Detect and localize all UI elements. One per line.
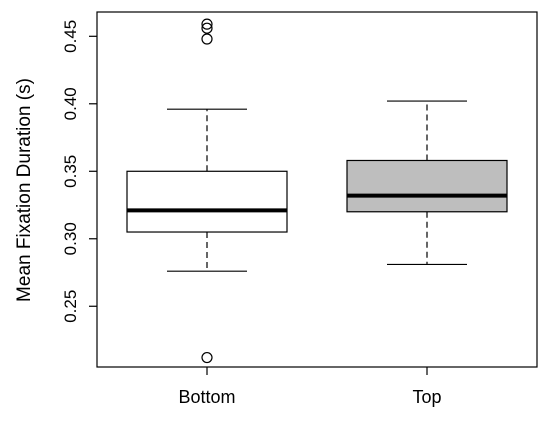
outlier-point — [201, 351, 213, 364]
y-axis-label: Mean Fixation Duration (s) — [14, 78, 35, 302]
x-tick-label: Bottom — [178, 387, 235, 407]
outlier-point — [201, 18, 213, 30]
box-top — [346, 100, 508, 266]
y-tick-label: 0.45 — [61, 20, 80, 53]
y-tick-label: 0.40 — [61, 87, 80, 120]
plot-frame — [96, 11, 538, 368]
outlier-point — [201, 33, 213, 45]
x-axis: Bottom Top — [178, 367, 442, 407]
y-tick-label: 0.25 — [61, 290, 80, 323]
boxes — [126, 18, 508, 364]
box-bottom — [126, 18, 288, 364]
y-tick-label: 0.30 — [61, 222, 80, 255]
iqr-box — [126, 170, 288, 233]
outlier-point — [201, 22, 213, 34]
y-tick-label: 0.35 — [61, 155, 80, 188]
iqr-box — [346, 159, 508, 213]
x-tick-label: Top — [412, 387, 441, 407]
y-axis: 0.25 0.30 0.35 0.40 0.45 — [61, 20, 97, 323]
